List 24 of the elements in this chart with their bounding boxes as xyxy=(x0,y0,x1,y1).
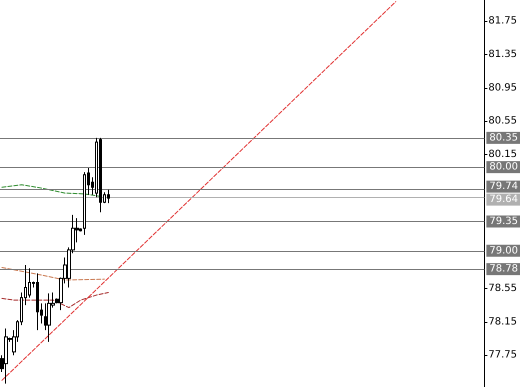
line-series xyxy=(1,292,109,308)
ref-line-label: 79.74 xyxy=(489,181,518,192)
candlestick xyxy=(107,189,110,204)
ref-line-label: 80.35 xyxy=(489,132,518,144)
y-tick-label: 78.15 xyxy=(488,316,518,328)
y-tick-label: 78.55 xyxy=(488,282,518,294)
y-tick-label: 80.55 xyxy=(488,116,518,127)
y-tick-label: 81.75 xyxy=(488,15,518,26)
ref-line-label: 79.00 xyxy=(489,245,518,256)
line-series xyxy=(1,266,105,281)
ref-line-label: 80.00 xyxy=(489,162,518,173)
y-tick-label: 80.95 xyxy=(488,82,518,94)
y-tick-label: 77.75 xyxy=(488,350,518,361)
ref-line-label: 78.78 xyxy=(489,264,518,275)
y-tick-label: 81.35 xyxy=(488,48,518,60)
candlestick xyxy=(4,328,8,384)
candlestick xyxy=(47,292,51,342)
candlestick xyxy=(83,172,86,236)
y-tick-label: 80.15 xyxy=(488,149,518,160)
line-series xyxy=(1,184,101,197)
ref-line-label: 79.64 xyxy=(489,194,518,206)
candlestick xyxy=(36,272,39,331)
candlestick xyxy=(99,137,102,213)
ref-line-label: 79.35 xyxy=(489,216,518,227)
